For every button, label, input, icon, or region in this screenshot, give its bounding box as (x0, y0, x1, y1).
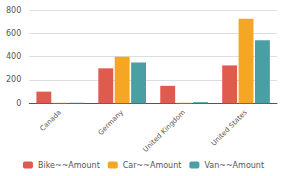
svg-text:Canada: Canada (39, 108, 63, 132)
svg-text:United States: United States (210, 108, 249, 147)
svg-text:400: 400 (6, 52, 21, 61)
svg-text:Van~~Amount: Van~~Amount (204, 161, 264, 170)
svg-text:200: 200 (6, 75, 21, 84)
svg-text:0: 0 (16, 99, 21, 108)
svg-text:Car~~Amount: Car~~Amount (123, 161, 182, 170)
svg-text:Germany: Germany (97, 108, 125, 136)
svg-text:Bike~~Amount: Bike~~Amount (38, 161, 100, 170)
svg-text:United Kingdom: United Kingdom (142, 108, 187, 153)
svg-text:800: 800 (6, 6, 21, 15)
svg-text:600: 600 (6, 29, 21, 38)
